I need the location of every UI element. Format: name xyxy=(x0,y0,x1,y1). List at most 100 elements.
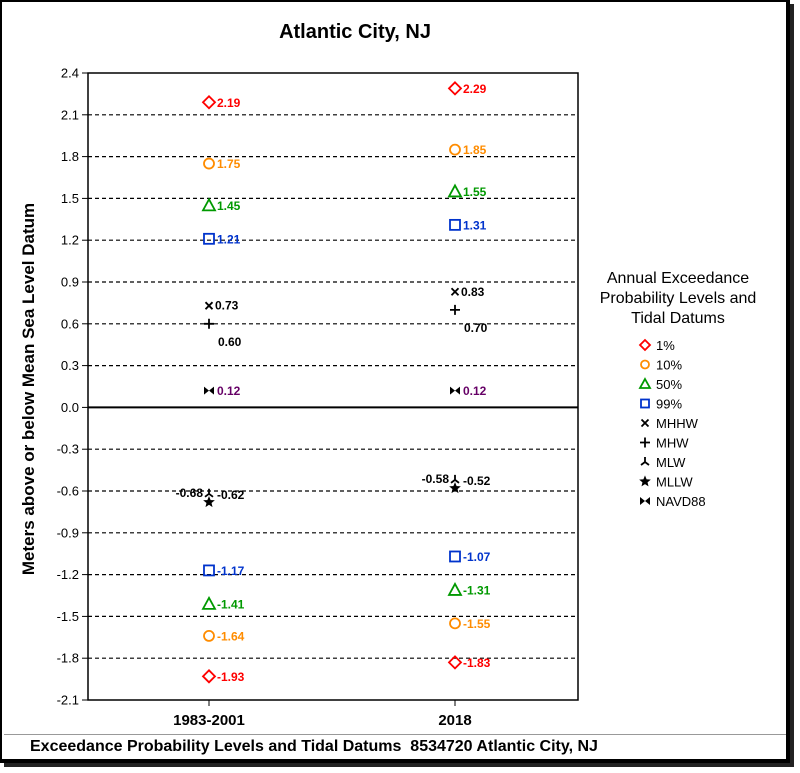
marker-diamond xyxy=(447,81,463,96)
point-mhhw: 0.73 xyxy=(204,299,239,313)
marker-square xyxy=(203,232,215,245)
legend-item: MLLW xyxy=(639,475,693,490)
y-tick-label: 0.0 xyxy=(61,400,79,415)
marker-bowtie xyxy=(204,386,209,395)
legend-item: 50% xyxy=(638,377,682,392)
footer-caption: Exceedance Probability Levels and Tidal … xyxy=(30,738,598,755)
legend-label: NAVD88 xyxy=(656,494,706,509)
legend-label: MHHW xyxy=(656,416,699,431)
data-label: -0.68 xyxy=(176,486,204,500)
marker-bowtie-right xyxy=(209,386,214,395)
data-label: -1.55 xyxy=(463,617,491,631)
point-99pct: -1.17 xyxy=(203,564,245,578)
marker-plus xyxy=(204,318,214,329)
data-label: -0.62 xyxy=(217,488,245,502)
marker-diamond xyxy=(447,655,463,670)
marker-plus xyxy=(450,304,460,315)
y-tick-label: -0.3 xyxy=(57,442,79,457)
legend: Annual Exceedance Probability Levels and T… xyxy=(600,270,757,509)
data-label: 0.12 xyxy=(217,384,241,398)
y-tick-label: 2.1 xyxy=(61,107,79,122)
legend-item: 1% xyxy=(638,338,675,353)
legend-label: MHW xyxy=(656,436,689,451)
marker-tri xyxy=(450,474,460,484)
data-label: -1.31 xyxy=(463,583,491,597)
data-label: 0.73 xyxy=(215,299,239,313)
point-99pct: -1.07 xyxy=(449,550,491,564)
data-label: 1.75 xyxy=(217,157,241,171)
y-tick-label: 1.5 xyxy=(61,191,79,206)
y-tick-label: -2.1 xyxy=(57,693,79,708)
marker-triangle xyxy=(201,595,217,610)
data-label: -1.83 xyxy=(463,656,491,670)
marker-circle xyxy=(449,143,461,156)
point-99pct: 1.31 xyxy=(449,218,487,232)
y-tick-label: 2.4 xyxy=(61,66,79,81)
legend-item: MHHW xyxy=(640,416,699,431)
legend-label: 50% xyxy=(656,377,682,392)
point-50pct: 1.55 xyxy=(447,183,487,199)
marker-square xyxy=(203,564,215,577)
marker-circle xyxy=(449,617,461,630)
point-mllw: -0.58 xyxy=(422,472,461,494)
marker-bowtie-right xyxy=(455,386,460,395)
point-mlw: -0.62 xyxy=(204,488,245,502)
data-label: 0.60 xyxy=(218,335,242,349)
legend-label: MLW xyxy=(656,455,686,470)
marker-bowtie-right xyxy=(645,497,650,505)
chart-frame xyxy=(0,0,790,763)
legend-item: MHW xyxy=(640,436,689,451)
marker-bowtie xyxy=(640,497,645,505)
point-50pct: -1.31 xyxy=(447,582,491,597)
data-label: 1.31 xyxy=(463,218,487,232)
data-label: -1.07 xyxy=(463,550,491,564)
data-label: 1.21 xyxy=(217,232,241,246)
point-10pct: -1.64 xyxy=(203,629,245,643)
data-label: 2.29 xyxy=(463,82,487,96)
data-label: 1.85 xyxy=(463,143,487,157)
legend-item: 99% xyxy=(640,397,682,412)
point-mlw: -0.52 xyxy=(450,474,491,488)
marker-circle xyxy=(640,359,650,370)
marker-diamond xyxy=(201,94,217,110)
footer-divider xyxy=(4,734,786,735)
legend-label: MLLW xyxy=(656,475,693,490)
marker-tri xyxy=(204,488,214,498)
data-label: -0.58 xyxy=(422,472,450,486)
data-label: -1.17 xyxy=(217,564,245,578)
y-tick-label: -0.6 xyxy=(57,484,79,499)
data-label: -1.64 xyxy=(217,629,245,643)
data-label: 2.19 xyxy=(217,96,241,110)
y-tick-label: 1.2 xyxy=(61,233,79,248)
y-tick-label: 0.9 xyxy=(61,275,79,290)
y-tick-label: 0.3 xyxy=(61,358,79,373)
marker-x xyxy=(450,287,460,296)
marker-x xyxy=(204,301,214,310)
data-label: -0.52 xyxy=(463,474,491,488)
y-tick-label: -1.8 xyxy=(57,651,79,666)
data-label: 0.70 xyxy=(464,321,488,335)
legend-label: 10% xyxy=(656,358,682,373)
point-10pct: 1.75 xyxy=(203,157,241,171)
marker-triangle xyxy=(447,183,463,198)
point-mllw: -0.68 xyxy=(176,486,215,508)
plot-area xyxy=(87,72,579,701)
marker-triangle xyxy=(201,197,217,212)
marker-plus xyxy=(640,437,650,448)
marker-square xyxy=(449,550,461,563)
legend-item: 10% xyxy=(640,358,682,373)
legend-title: Tidal Datums xyxy=(631,310,725,327)
data-label: -1.93 xyxy=(217,670,245,684)
point-99pct: 1.21 xyxy=(203,232,241,246)
y-tick-label: 1.8 xyxy=(61,149,79,164)
point-50pct: 1.45 xyxy=(201,197,241,213)
data-label: 1.45 xyxy=(217,199,241,213)
point-1pct: -1.93 xyxy=(201,669,245,684)
y-tick-label: 0.6 xyxy=(61,316,79,331)
marker-triangle xyxy=(638,377,652,389)
point-mhw: 0.60 xyxy=(204,318,242,349)
y-tick-label: -0.9 xyxy=(57,525,79,540)
point-navd88: 0.12 xyxy=(450,384,487,398)
legend-label: 99% xyxy=(656,397,682,412)
